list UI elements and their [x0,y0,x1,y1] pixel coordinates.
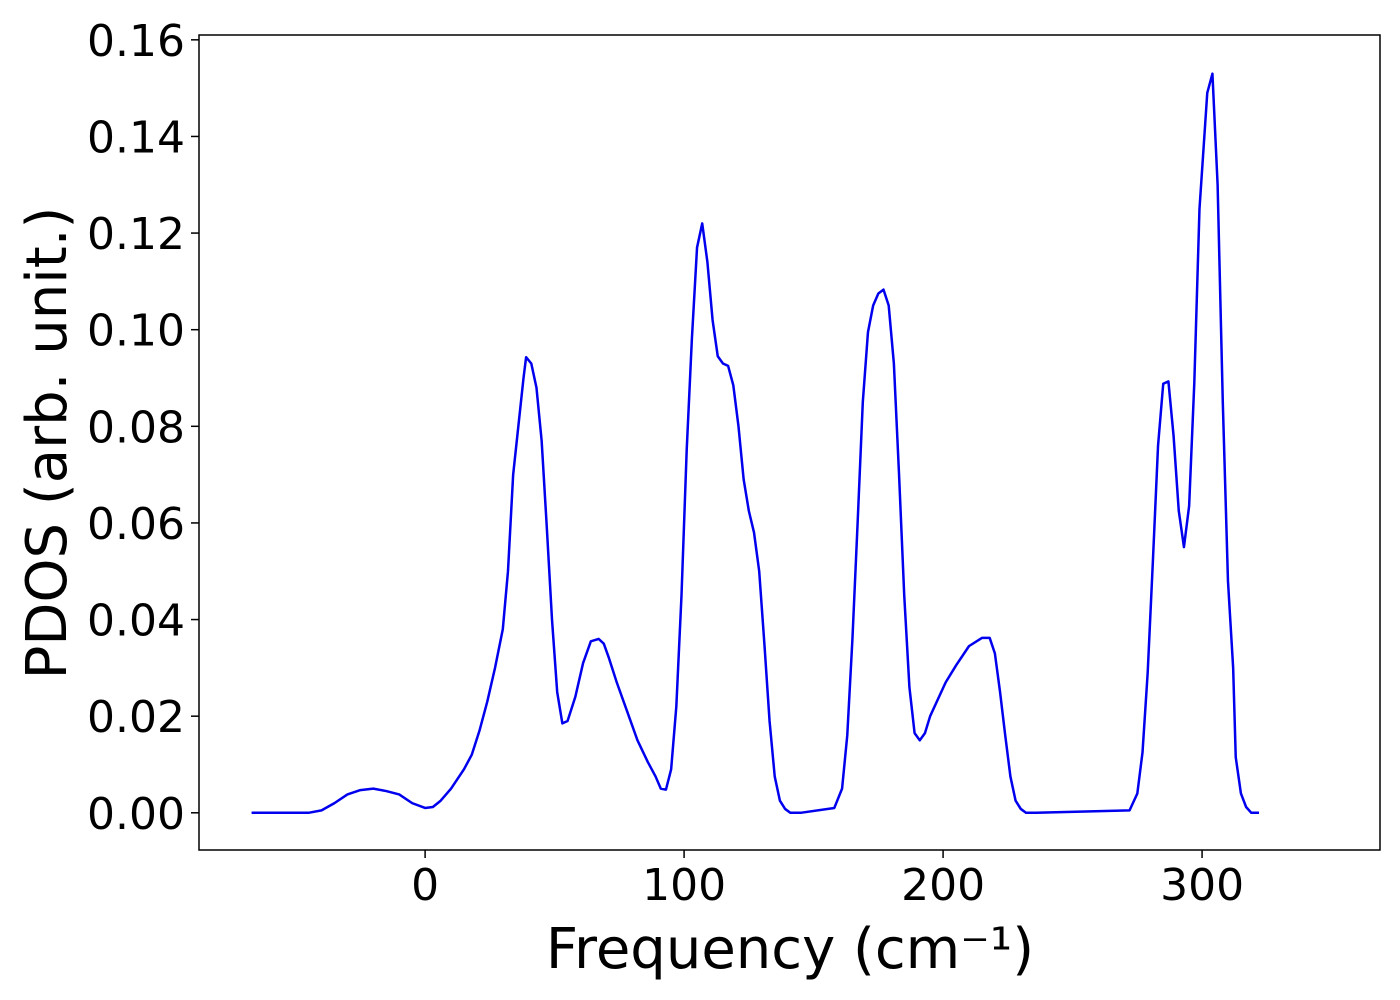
y-tick-label: 0.04 [87,596,185,647]
x-axis-label: Frequency (cm⁻¹) [546,917,1034,982]
x-tick-label: 300 [1160,860,1244,911]
y-tick-label: 0.08 [87,402,185,453]
y-tick-label: 0.12 [87,209,185,260]
x-tick-label: 100 [642,860,726,911]
y-tick-label: 0.00 [87,789,185,840]
y-tick-label: 0.10 [87,306,185,357]
y-tick-label: 0.02 [87,692,185,743]
line [251,72,1260,815]
plot-frame [198,34,1381,851]
y-tick-label: 0.16 [87,16,185,67]
y-axis-label: PDOS (arb. unit.) [15,207,80,680]
x-tick-label: 0 [411,860,439,911]
y-tick-label: 0.06 [87,499,185,550]
y-tick-label: 0.14 [87,112,185,163]
x-tick-label: 200 [901,860,985,911]
